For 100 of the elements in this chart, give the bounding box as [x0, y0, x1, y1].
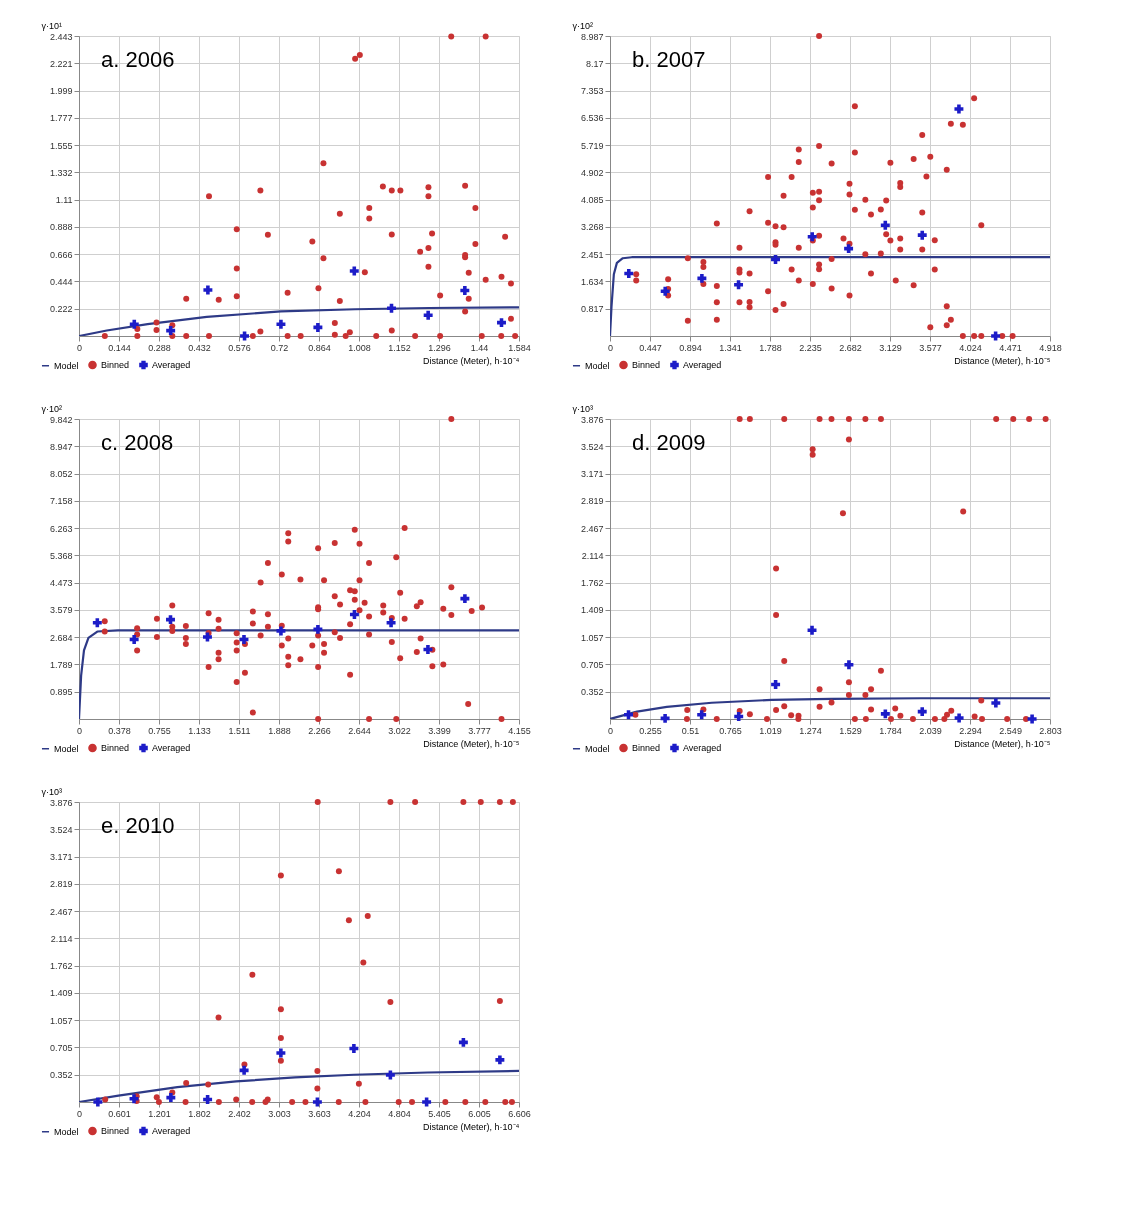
point: [816, 416, 823, 422]
x-tick-label: 1.511: [228, 725, 251, 736]
point: [166, 1093, 176, 1103]
x-tick-label: 3.003: [268, 1108, 291, 1119]
point: [349, 1043, 359, 1053]
x-tick-label: 0: [76, 342, 83, 353]
x-tick-label: 0.51: [681, 725, 700, 736]
y-tick-label: 0.817: [580, 304, 604, 315]
y-tick-label: 3.268: [580, 222, 604, 233]
text: a. 2006: [101, 47, 175, 72]
x-tick-label: 3.577: [919, 342, 942, 353]
point: [660, 286, 670, 296]
point: [954, 104, 964, 114]
y-tick-label: 3.171: [580, 469, 604, 480]
x-axis-title: Distance (Meter), h·10⁻⁴: [423, 1121, 520, 1132]
y-tick-label: 2.467: [49, 906, 73, 917]
point: [845, 416, 852, 422]
y-tick-label: 1.11: [55, 195, 73, 206]
x-tick-label: 4.471: [999, 342, 1022, 353]
x-tick-label: 0.447: [639, 342, 662, 353]
x-tick-label: 2.294: [959, 725, 982, 736]
x-tick-label: 1.201: [148, 1108, 171, 1119]
point: [477, 799, 484, 805]
point: [713, 716, 720, 722]
point: [277, 872, 284, 879]
x-tick-label: 3.399: [428, 725, 451, 736]
y-tick-label: 4.473: [49, 578, 73, 589]
x-tick-label: 0.72: [270, 342, 289, 353]
x-tick-label: 2.644: [348, 725, 371, 736]
x-tick-label: 4.204: [348, 1108, 371, 1119]
legend-label: Binned: [632, 359, 661, 370]
point: [355, 1080, 362, 1087]
point: [508, 1099, 515, 1105]
y-tick-label: 9.842: [49, 414, 73, 425]
point: [233, 1096, 240, 1103]
y-tick-label: 0.888: [49, 222, 73, 233]
point: [971, 713, 978, 720]
point: [249, 1099, 256, 1105]
y-tick-label: 2.221: [49, 58, 73, 69]
point: [215, 1099, 222, 1105]
y-tick-label: 8.17: [585, 58, 604, 69]
point: [496, 997, 503, 1004]
legend-label: Binned: [632, 742, 661, 753]
x-tick-label: 1.152: [388, 342, 411, 353]
point: [683, 716, 690, 722]
point: [897, 712, 904, 719]
y-tick-label: 8.947: [49, 441, 73, 452]
point: [183, 1079, 190, 1086]
y-axis-title: γ·10³: [41, 786, 63, 797]
x-axis-title: Distance (Meter), h·10⁻⁵: [423, 738, 520, 749]
point: [277, 1057, 284, 1064]
text: d. 2009: [632, 430, 706, 455]
point: [816, 703, 823, 710]
point: [395, 1099, 402, 1105]
point: [809, 446, 816, 453]
point: [795, 716, 802, 722]
x-tick-label: 0.255: [639, 725, 662, 736]
point: [202, 632, 212, 642]
point: [862, 692, 869, 699]
point: [781, 416, 788, 422]
point: [781, 703, 788, 710]
x-tick-label: 1.802: [188, 1108, 211, 1119]
point: [314, 799, 321, 805]
x-tick-label: 4.024: [959, 342, 982, 353]
x-tick-label: 3.603: [308, 1108, 331, 1119]
point: [1042, 416, 1049, 422]
x-tick-label: 4.804: [388, 1108, 411, 1119]
point: [462, 1099, 469, 1105]
point: [1022, 716, 1029, 722]
point: [129, 319, 139, 329]
point: [335, 1099, 342, 1105]
point: [917, 230, 927, 240]
legend-label: Binned: [101, 742, 130, 753]
x-tick-label: 3.777: [468, 725, 491, 736]
point: [880, 220, 890, 230]
point: [460, 594, 470, 604]
y-tick-label: 5.368: [49, 550, 73, 561]
x-tick-label: 1.529: [839, 725, 862, 736]
y-tick-label: 4.085: [580, 195, 604, 206]
y-tick-label: 2.443: [49, 31, 73, 42]
y-tick-label: 2.819: [580, 496, 604, 507]
legend-label: Averaged: [152, 742, 191, 753]
point: [917, 707, 927, 717]
point: [684, 707, 691, 714]
point: [845, 692, 852, 699]
point: [773, 565, 780, 572]
point: [851, 716, 858, 722]
point: [423, 310, 433, 320]
y-tick-label: 0.705: [580, 659, 604, 670]
legend-label: Model: [54, 743, 79, 754]
point: [944, 711, 951, 718]
y-tick-label: 5.719: [580, 140, 604, 151]
y-tick-label: 8.052: [49, 469, 73, 480]
point: [979, 716, 986, 722]
point: [409, 1099, 416, 1105]
x-tick-label: 6.606: [508, 1108, 531, 1119]
point: [412, 799, 419, 805]
point: [460, 285, 470, 295]
x-axis-title: Distance (Meter), h·10⁻⁴: [423, 355, 520, 366]
point: [240, 331, 250, 341]
